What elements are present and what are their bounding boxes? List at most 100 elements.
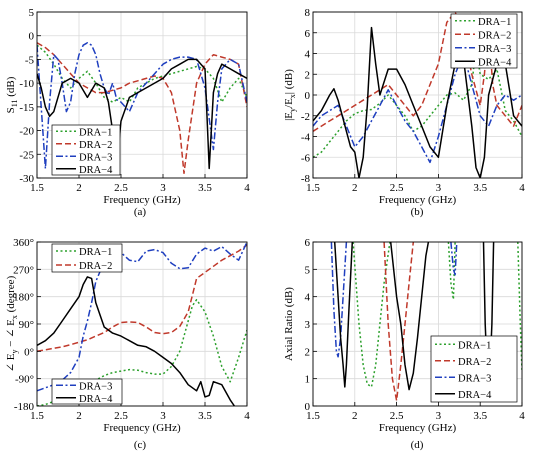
y-tick-label: 0 xyxy=(29,31,35,43)
panel-a: 1.5 2 2.5 3 3.5 4 -30 -25 -20 -15 -10 -5 0 5 Frequency… xyxy=(5,7,250,218)
y-tick-label: 0° xyxy=(24,346,34,358)
legend: DRA−3 DRA−4 xyxy=(51,378,123,405)
series-line-d-1 xyxy=(352,242,391,388)
series-line-c-2 xyxy=(37,244,247,353)
legend-label: DRA−1 xyxy=(79,247,112,258)
x-tick-label: 2.5 xyxy=(114,182,128,194)
x-tick-label: 1.5 xyxy=(306,182,320,194)
legend-label: DRA−3 xyxy=(458,373,491,384)
series-line-b-3 xyxy=(313,52,522,164)
x-tick-label: 4 xyxy=(519,410,525,422)
legend-label: DRA−3 xyxy=(79,381,112,392)
axes-frame xyxy=(36,11,248,179)
series-line-c-4 xyxy=(37,276,236,406)
legend-label: DRA−2 xyxy=(478,30,511,41)
series-line-c-1 xyxy=(37,298,247,406)
legend-box xyxy=(51,378,123,405)
x-tick-label: 3.5 xyxy=(473,410,487,422)
legend-box xyxy=(51,243,123,273)
x-tick-label: 2 xyxy=(352,410,358,422)
legend-label: DRA−1 xyxy=(458,340,491,351)
series-line-d-4 xyxy=(333,242,354,388)
x-tick-label: 1.5 xyxy=(30,410,44,422)
legend: DRA−1 DRA−2 DRA−3 DRA−4 xyxy=(430,335,518,403)
legend-label: DRA−3 xyxy=(79,152,112,163)
legend-box xyxy=(51,124,121,176)
x-tick-label: 2 xyxy=(76,182,82,194)
y-axis-label: S11 (dB) xyxy=(5,76,19,113)
legend-label: DRA−4 xyxy=(458,390,492,401)
y-axis-label: ∠ Ey − ∠ Ex (degree) xyxy=(5,275,19,372)
y-tick-label: -6 xyxy=(301,152,311,164)
legend-box xyxy=(450,13,518,69)
x-tick-label: 3.5 xyxy=(198,182,212,194)
y-tick-label: -5 xyxy=(25,54,35,66)
y-tick-label: 2 xyxy=(305,69,311,81)
y-tick-label: 1 xyxy=(305,374,311,386)
panel-b: 1.5 2 2.5 3 3.5 4 -8 -6 -4 -2 0 2 4 6 8 Frequency (GHz)… xyxy=(283,7,525,218)
series-line-a-4 xyxy=(37,58,247,170)
y-tick-label: 0 xyxy=(305,401,311,413)
panel-label: (a) xyxy=(134,206,147,218)
x-tick-label: 1.5 xyxy=(306,410,320,422)
x-tick-label: 2 xyxy=(76,410,82,422)
legend-label: DRA−1 xyxy=(478,17,511,28)
panel-label: (d) xyxy=(411,439,424,451)
y-tick-label: -15 xyxy=(19,102,34,114)
series-line-c-3 xyxy=(37,242,247,392)
series-line-d-3 xyxy=(330,242,348,358)
y-tick-label: 6 xyxy=(305,28,311,40)
x-axis-label: Frequency (GHz) xyxy=(103,422,181,434)
series-line-d-4 xyxy=(389,242,430,391)
x-tick-label: 3 xyxy=(160,410,166,422)
y-tick-label: 5 xyxy=(29,7,35,19)
x-tick-label: 2.5 xyxy=(114,410,128,422)
legend: DRA−1 DRA−2 DRA−3 DRA−4 xyxy=(450,13,518,69)
y-tick-label: 360° xyxy=(13,237,34,249)
series-line-d-2 xyxy=(383,242,415,402)
y-tick-label: -4 xyxy=(301,132,311,144)
panel-c: 1.5 2 2.5 3 3.5 4 -180 -90° 0° 90° 180° 270° 360° Fre… xyxy=(5,237,250,451)
y-tick-label: -20 xyxy=(19,126,34,138)
y-tick-label: 6 xyxy=(305,237,311,249)
x-axis-label: Frequency (GHz) xyxy=(379,194,457,206)
legend-box xyxy=(430,335,518,403)
legend-label: DRA−2 xyxy=(79,140,112,151)
x-tick-label: 4 xyxy=(519,182,525,194)
x-axis-label: Frequency (GHz) xyxy=(103,194,181,206)
legend-label: DRA−1 xyxy=(79,127,112,138)
y-tick-label: 90° xyxy=(19,319,34,331)
y-tick-label: 5 xyxy=(305,264,311,276)
x-tick-label: 4 xyxy=(244,182,250,194)
panel-label: (b) xyxy=(411,206,424,218)
y-tick-label: 8 xyxy=(305,7,311,19)
x-tick-label: 2 xyxy=(352,182,358,194)
y-tick-label: 3 xyxy=(305,319,311,331)
legend-label: DRA−3 xyxy=(478,44,511,55)
y-tick-label: 2 xyxy=(305,346,311,358)
y-tick-label: -30 xyxy=(19,173,34,185)
y-tick-label: -2 xyxy=(301,111,310,123)
y-tick-label: -90° xyxy=(15,374,34,386)
legend: DRA−1 DRA−2 xyxy=(51,243,123,273)
legend-label: DRA−4 xyxy=(79,394,113,405)
x-tick-label: 2.5 xyxy=(390,410,404,422)
x-tick-label: 1.5 xyxy=(30,182,44,194)
panel-label: (c) xyxy=(134,439,147,451)
x-tick-label: 3 xyxy=(160,182,166,194)
y-axis-label: |Ey/Ex| (dB) xyxy=(283,69,297,121)
y-axis-label: Axial Ratio (dB) xyxy=(283,287,295,361)
x-tick-label: 3.5 xyxy=(198,410,212,422)
y-tick-label: 180° xyxy=(13,292,34,304)
y-tick-label: 270° xyxy=(13,264,34,276)
x-tick-label: 2.5 xyxy=(390,182,404,194)
legend-label: DRA−2 xyxy=(458,357,491,368)
series-line-d-3 xyxy=(450,242,458,276)
y-tick-label: -8 xyxy=(301,173,311,185)
x-tick-label: 4 xyxy=(244,410,250,422)
series-line-b-4 xyxy=(313,26,522,178)
y-tick-label: -180 xyxy=(14,401,35,413)
x-tick-label: 3 xyxy=(436,410,442,422)
y-tick-label: -25 xyxy=(19,149,34,161)
